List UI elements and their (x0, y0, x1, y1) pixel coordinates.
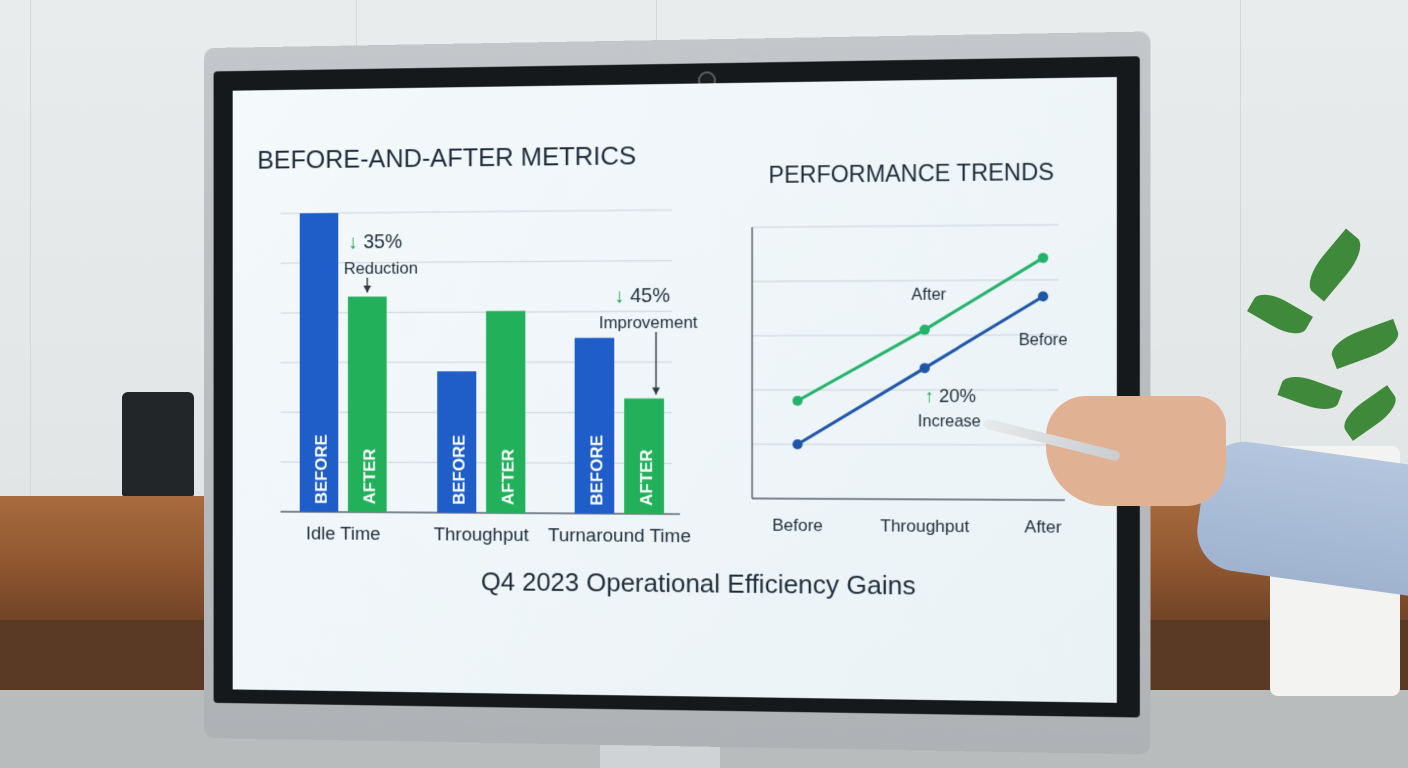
bar-x-axis (281, 512, 680, 514)
display-monitor: BEFORE-AND-AFTER METRICS PERFORMANCE TRE… (204, 31, 1150, 754)
line-gridline (752, 335, 1058, 336)
plant-leaf (1301, 229, 1369, 302)
series-point-after (792, 396, 802, 406)
annotation-value: 35% (363, 231, 402, 253)
annotation-value: 20% (939, 386, 976, 407)
bar-inner-label: AFTER (360, 449, 379, 505)
presenter-hand (1046, 396, 1226, 506)
bar-inner-label: BEFORE (312, 434, 331, 504)
bar-inner-label: AFTER (499, 449, 518, 505)
line-x-tick-label: Before (772, 515, 823, 535)
bar-inner-label: AFTER (637, 449, 656, 506)
annotation-text: Increase (918, 413, 981, 431)
bar-gridline (281, 210, 672, 214)
line-chart-title: PERFORMANCE TRENDS (769, 158, 1054, 188)
line-x-axis (752, 498, 1065, 500)
plant-leaf (1247, 287, 1313, 341)
line-x-tick-label: After (1025, 517, 1063, 537)
series-label-before: Before (1019, 332, 1068, 350)
plant-leaf (1338, 385, 1402, 441)
series-point-after (920, 325, 930, 335)
line-gridline (752, 225, 1058, 228)
line-chart-annotations: ↑ 20% Increase (918, 386, 981, 431)
series-point-after (1038, 253, 1048, 263)
series-point-before (920, 363, 930, 373)
bar-category-label: Throughput (434, 523, 530, 545)
wall-panel (0, 0, 31, 520)
bar-category-label: Idle Time (306, 522, 380, 543)
bar-chart-title: BEFORE-AND-AFTER METRICS (257, 142, 636, 175)
charts-svg: BEFORE-AND-AFTER METRICS PERFORMANCE TRE… (233, 77, 1117, 703)
plant-leaf (1277, 371, 1342, 416)
series-point-before (792, 439, 802, 449)
bar-inner-label: BEFORE (450, 435, 469, 505)
series-label-after: After (912, 286, 947, 304)
bar-inner-label: BEFORE (587, 435, 606, 506)
annotation-text: Reduction (344, 258, 418, 277)
bar-category-label: Turnaround Time (548, 524, 691, 546)
line-chart-marks: After Before Before Throughput After (772, 253, 1067, 537)
bar-chart-grid (281, 210, 680, 514)
office-chair (122, 392, 194, 496)
line-chart-grid (752, 225, 1065, 500)
bar-gridline (281, 261, 672, 264)
slide-subtitle: Q4 2023 Operational Efficiency Gains (481, 568, 916, 601)
presentation-screen: BEFORE-AND-AFTER METRICS PERFORMANCE TRE… (233, 77, 1117, 703)
annotation-text: Improvement (599, 313, 698, 333)
annotation-value: 45% (630, 285, 670, 307)
annotation-arrow-head (652, 387, 660, 394)
line-x-tick-label: Throughput (880, 516, 969, 536)
plant-leaf (1327, 319, 1402, 369)
line-gridline (752, 280, 1058, 282)
annotation-arrow-head (363, 286, 371, 293)
down-arrow-icon: ↓ (614, 285, 624, 307)
down-arrow-icon: ↓ (348, 231, 358, 253)
series-point-before (1038, 291, 1048, 301)
up-arrow-icon: ↑ (925, 386, 934, 407)
